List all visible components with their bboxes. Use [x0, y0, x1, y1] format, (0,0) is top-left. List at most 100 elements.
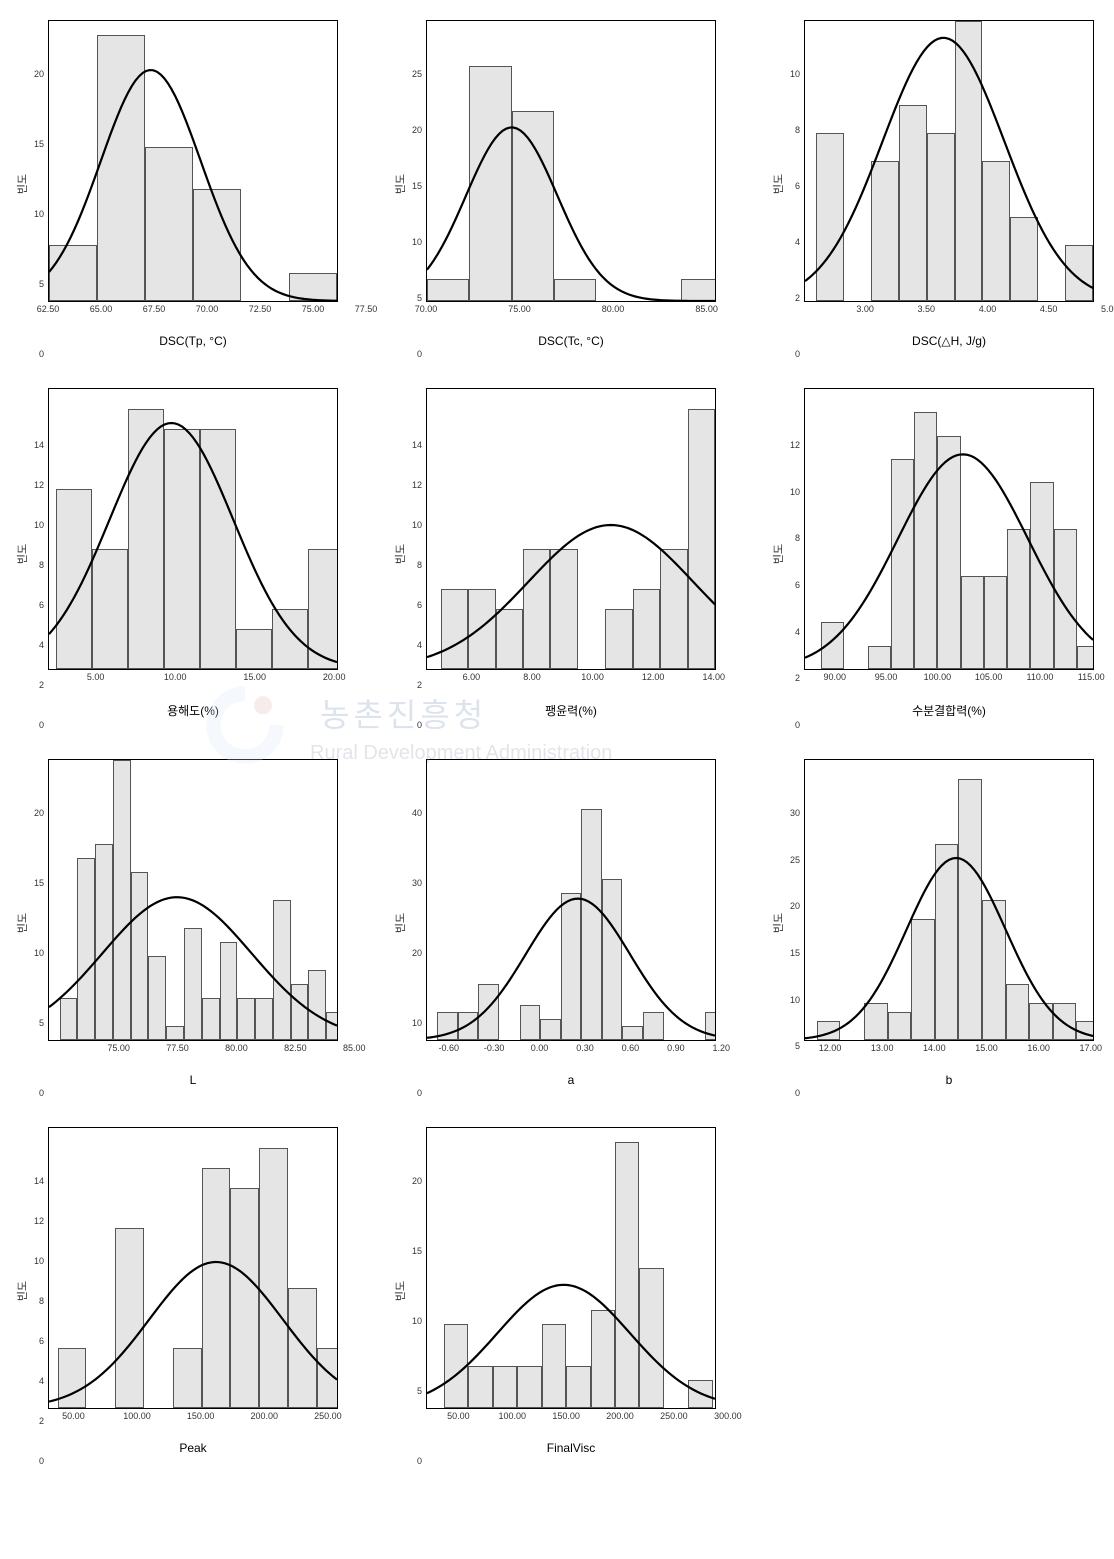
xtick: 70.00: [196, 304, 219, 314]
ytick: 0: [39, 1088, 44, 1098]
ytick: 0: [39, 720, 44, 730]
bar: [660, 549, 687, 669]
bar: [550, 549, 577, 669]
bar: [308, 970, 326, 1040]
xtick: 300.00: [714, 1411, 742, 1421]
xtick: 15.00: [975, 1043, 998, 1053]
bar: [468, 589, 495, 669]
xticks: 90.0095.00100.00105.00110.00115.00: [804, 672, 1114, 686]
bar: [868, 646, 891, 669]
xticks: 50.00100.00150.00200.00250.00300.00: [426, 1411, 744, 1425]
xtick: 110.00: [1026, 672, 1053, 682]
chart-dsc_dh: 빈도02468103.003.504.004.505.00DSC(△H, J/g…: [776, 20, 1094, 348]
bar: [493, 1366, 517, 1408]
ytick: 12: [34, 480, 44, 490]
chart-dsc_tc: 빈도051015202570.0075.0080.0085.00DSC(Tc, …: [398, 20, 716, 348]
bar: [273, 900, 291, 1040]
bar: [542, 1324, 566, 1408]
xlabel: L: [48, 1073, 338, 1087]
xtick: 3.00: [856, 304, 874, 314]
bar: [688, 1380, 712, 1408]
plot-box: [426, 20, 716, 302]
bar: [982, 900, 1006, 1040]
xtick: 80.00: [602, 304, 625, 314]
bar: [643, 1012, 664, 1040]
xtick: 250.00: [660, 1411, 688, 1421]
bar: [444, 1324, 468, 1408]
bar: [935, 844, 959, 1040]
chart-swelling: 빈도024681012146.008.0010.0012.0014.00팽윤력(…: [398, 388, 716, 719]
xtick: 80.00: [225, 1043, 248, 1053]
ytick: 0: [795, 1088, 800, 1098]
bar: [1010, 217, 1038, 301]
xtick: 13.00: [871, 1043, 894, 1053]
bar: [602, 879, 623, 1040]
ytick: 10: [34, 209, 44, 219]
bar: [891, 459, 914, 669]
plot-box: [426, 1127, 716, 1409]
ytick: 15: [34, 139, 44, 149]
ytick: 20: [34, 69, 44, 79]
xtick: 72.50: [249, 304, 272, 314]
xtick: 10.00: [581, 672, 604, 682]
bar: [308, 549, 338, 669]
bar: [581, 809, 602, 1040]
ytick: 10: [412, 520, 422, 530]
plot-box: [48, 388, 338, 670]
bars: [427, 760, 715, 1040]
xtick: 12.00: [642, 672, 665, 682]
bar: [230, 1188, 259, 1408]
ytick: 15: [790, 948, 800, 958]
ytick: 0: [795, 349, 800, 359]
xtick: 100.00: [123, 1411, 151, 1421]
bar: [148, 956, 166, 1040]
bar: [520, 1005, 541, 1040]
bar: [236, 629, 272, 669]
bar: [864, 1003, 888, 1040]
ytick: 0: [39, 349, 44, 359]
ytick: 12: [412, 480, 422, 490]
bar: [517, 1366, 541, 1408]
xtick: 5.00: [1101, 304, 1114, 314]
bar: [512, 111, 554, 301]
plot-box: [48, 1127, 338, 1409]
xtick: 1.20: [713, 1043, 731, 1053]
ytick: 10: [412, 237, 422, 247]
chart-water_binding: 빈도02468101290.0095.00100.00105.00110.001…: [776, 388, 1094, 719]
xticks: 62.5065.0067.5070.0072.5075.0077.50: [48, 304, 366, 318]
charts-grid: 빈도0510152062.5065.0067.5070.0072.5075.00…: [20, 20, 1094, 1455]
xtick: 8.00: [523, 672, 541, 682]
ytick: 20: [790, 901, 800, 911]
plot-box: [426, 759, 716, 1041]
bar: [1054, 529, 1077, 669]
xtick: -0.60: [438, 1043, 459, 1053]
xtick: 4.00: [979, 304, 997, 314]
bar: [166, 1026, 184, 1040]
bar: [272, 609, 308, 669]
bar: [468, 1366, 492, 1408]
ytick: 30: [790, 808, 800, 818]
bar: [200, 429, 236, 669]
bar: [605, 609, 632, 669]
bar: [131, 872, 149, 1040]
bar: [1006, 984, 1030, 1040]
ytick: 20: [412, 125, 422, 135]
bar: [255, 998, 273, 1040]
xtick: 5.00: [87, 672, 105, 682]
plot-box: [804, 388, 1094, 670]
xtick: 6.00: [463, 672, 481, 682]
bar: [496, 609, 523, 669]
ytick: 6: [39, 600, 44, 610]
bar: [458, 1012, 479, 1040]
bar: [427, 279, 469, 301]
bar: [317, 1348, 338, 1408]
ytick: 12: [34, 1216, 44, 1226]
ytick: 15: [412, 181, 422, 191]
bar: [622, 1026, 643, 1040]
bars: [49, 389, 337, 669]
chart-dsc_tp: 빈도0510152062.5065.0067.5070.0072.5075.00…: [20, 20, 338, 348]
ytick: 14: [34, 1176, 44, 1186]
ytick: 14: [34, 440, 44, 450]
bars: [49, 760, 337, 1040]
ytick: 6: [417, 600, 422, 610]
